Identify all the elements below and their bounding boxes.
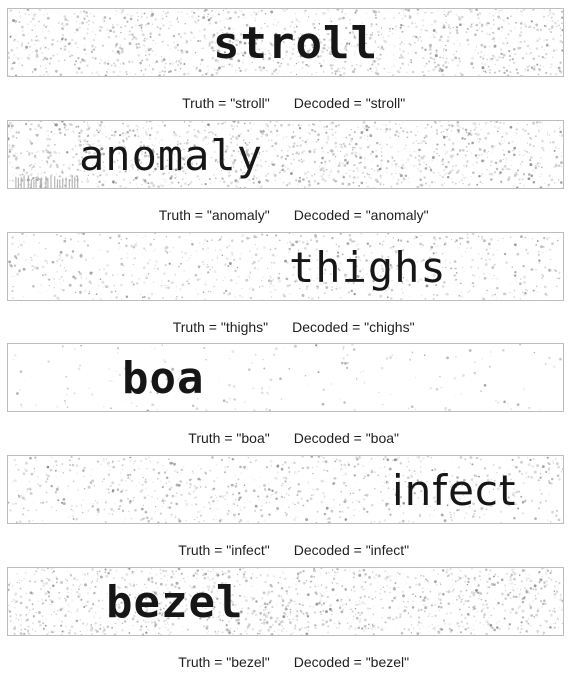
captcha-image-panel: stroll	[7, 8, 564, 77]
captcha-image-panel: infect	[7, 455, 564, 524]
decoded-label: Decoded = "boa"	[294, 430, 399, 446]
captcha-word: bezel	[106, 568, 243, 636]
noise-texture	[8, 344, 563, 411]
captcha-word: infect	[392, 456, 516, 524]
captcha-word: thighs	[289, 233, 447, 301]
truth-label: Truth = "bezel"	[178, 654, 270, 670]
truth-label: Truth = "stroll"	[182, 95, 270, 111]
truth-label: Truth = "infect"	[178, 542, 270, 558]
decoded-label: Decoded = "stroll"	[294, 95, 406, 111]
decoded-label: Decoded = "infect"	[294, 542, 409, 558]
captcha-word: anomaly	[79, 121, 263, 189]
decoded-label: Decoded = "anomaly"	[294, 207, 429, 223]
captcha-word: stroll	[213, 9, 378, 77]
truth-label: Truth = "anomaly"	[159, 207, 270, 223]
noise-texture	[8, 568, 563, 635]
captcha-word: boa	[122, 344, 204, 412]
truth-label: Truth = "thighs"	[173, 319, 268, 335]
captcha-image-panel: bezel	[7, 567, 564, 636]
truth-label: Truth = "boa"	[188, 430, 269, 446]
captcha-image-panel: anomaly	[7, 120, 564, 189]
caption-row: Truth = "bezel" Decoded = "bezel"	[0, 638, 572, 686]
decoded-label: Decoded = "bezel"	[294, 654, 409, 670]
decoded-label: Decoded = "chighs"	[292, 319, 414, 335]
captcha-image-panel: boa	[7, 343, 564, 412]
captcha-image-panel: thighs	[7, 232, 564, 301]
noise-texture	[8, 233, 563, 300]
